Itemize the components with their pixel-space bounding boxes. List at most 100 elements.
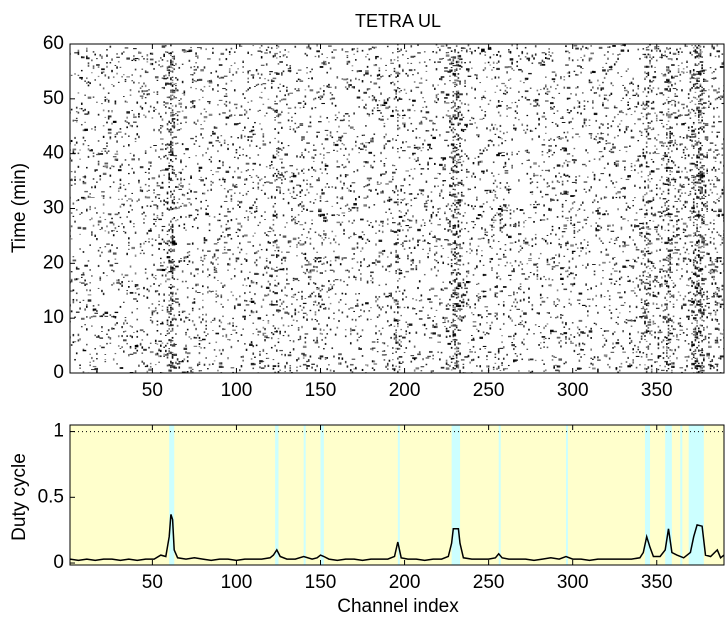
occupancy-dash xyxy=(484,306,489,308)
occupancy-dash xyxy=(247,117,250,119)
occupancy-dash xyxy=(70,212,73,214)
occupancy-dash xyxy=(134,137,137,140)
occupancy-dash xyxy=(344,303,347,305)
occupancy-dash xyxy=(215,290,218,292)
occupancy-dash xyxy=(497,104,502,107)
occupancy-dash xyxy=(99,83,102,86)
occupancy-dash xyxy=(249,284,251,288)
occupancy-dash xyxy=(279,158,283,160)
occupancy-dash xyxy=(203,85,206,88)
occupancy-dash xyxy=(462,316,465,319)
occupancy-dash xyxy=(311,166,313,169)
occupancy-dash xyxy=(452,105,455,109)
occupancy-dash xyxy=(154,108,157,110)
occupancy-dash xyxy=(117,169,122,172)
occupancy-dash xyxy=(185,331,187,334)
occupancy-dash xyxy=(296,320,298,322)
occupancy-dash xyxy=(311,77,313,79)
occupancy-dash xyxy=(460,50,463,52)
occupancy-dash xyxy=(472,161,475,164)
occupancy-dash xyxy=(244,309,246,312)
occupancy-dash xyxy=(452,158,455,161)
occupancy-dash xyxy=(318,214,320,217)
occupancy-dash xyxy=(138,181,140,184)
occupancy-dash xyxy=(134,68,137,71)
occupancy-dash xyxy=(413,69,416,71)
occupancy-dash xyxy=(440,76,445,78)
occupancy-dash xyxy=(277,327,280,330)
occupancy-dash xyxy=(133,81,135,84)
occupancy-dash xyxy=(383,165,386,167)
occupancy-dash xyxy=(501,364,503,366)
occupancy-dash xyxy=(346,187,349,189)
occupancy-dash xyxy=(191,319,194,323)
occupancy-dash xyxy=(144,271,147,274)
occupancy-dash xyxy=(496,367,498,371)
occupancy-dash xyxy=(417,353,421,356)
occupancy-dash xyxy=(134,59,137,62)
occupancy-dash xyxy=(408,219,413,222)
occupancy-dash xyxy=(265,112,268,114)
occupancy-dash xyxy=(450,118,453,121)
occupancy-dash xyxy=(269,290,271,292)
occupancy-dash xyxy=(423,51,426,53)
occupancy-dash xyxy=(309,201,312,203)
occupancy-dash xyxy=(225,82,228,85)
occupancy-dash xyxy=(239,154,241,157)
occupancy-dash xyxy=(117,187,120,190)
occupancy-dash xyxy=(178,183,181,186)
occupancy-dash xyxy=(270,275,273,278)
occupancy-dash xyxy=(264,87,266,90)
occupancy-dash xyxy=(395,332,397,334)
occupancy-dash xyxy=(114,311,119,314)
occupancy-dash xyxy=(275,244,278,246)
occupancy-dash xyxy=(107,131,112,135)
occupancy-dash xyxy=(163,104,165,106)
occupancy-dash xyxy=(267,235,270,237)
occupancy-dash xyxy=(286,64,288,66)
occupancy-dash xyxy=(460,316,463,319)
occupancy-dash xyxy=(91,72,93,74)
occupancy-dash xyxy=(358,293,360,295)
occupancy-dash xyxy=(250,129,255,132)
occupancy-dash xyxy=(195,80,197,83)
occupancy-dash xyxy=(255,282,258,283)
occupancy-dash xyxy=(445,205,448,208)
occupancy-dash xyxy=(410,62,413,65)
occupancy-dash xyxy=(269,164,271,167)
occupancy-dash xyxy=(380,57,382,60)
occupancy-dash xyxy=(122,51,125,53)
occupancy-dash xyxy=(168,363,170,367)
occupancy-dash xyxy=(481,369,483,372)
occupancy-dash xyxy=(148,289,150,293)
occupancy-dash xyxy=(410,89,413,93)
occupancy-dash xyxy=(363,197,368,199)
occupancy-dash xyxy=(452,72,457,76)
occupancy-dash xyxy=(102,195,105,197)
occupancy-dash xyxy=(218,325,221,328)
occupancy-dash xyxy=(180,215,182,219)
occupancy-dash xyxy=(440,45,445,47)
occupancy-dash xyxy=(440,245,443,247)
occupancy-dash xyxy=(84,176,86,179)
occupancy-dash xyxy=(163,155,165,158)
occupancy-dash xyxy=(193,80,196,82)
occupancy-dash xyxy=(455,172,458,174)
occupancy-dash xyxy=(190,86,192,89)
occupancy-dash xyxy=(395,254,397,256)
occupancy-dash xyxy=(175,318,177,321)
occupancy-dash xyxy=(171,63,174,66)
occupancy-dash xyxy=(333,370,335,373)
occupancy-dash xyxy=(434,122,436,125)
occupancy-dash xyxy=(338,257,340,260)
occupancy-dash xyxy=(397,280,399,282)
occupancy-dash xyxy=(170,341,172,344)
occupancy-dash xyxy=(222,252,224,254)
occupancy-dash xyxy=(168,350,170,353)
occupancy-dash xyxy=(195,62,197,64)
occupancy-dash xyxy=(148,178,150,180)
occupancy-dash xyxy=(380,151,382,155)
occupancy-dash xyxy=(143,331,145,333)
occupancy-dash xyxy=(390,263,392,266)
occupancy-dash xyxy=(112,315,115,318)
